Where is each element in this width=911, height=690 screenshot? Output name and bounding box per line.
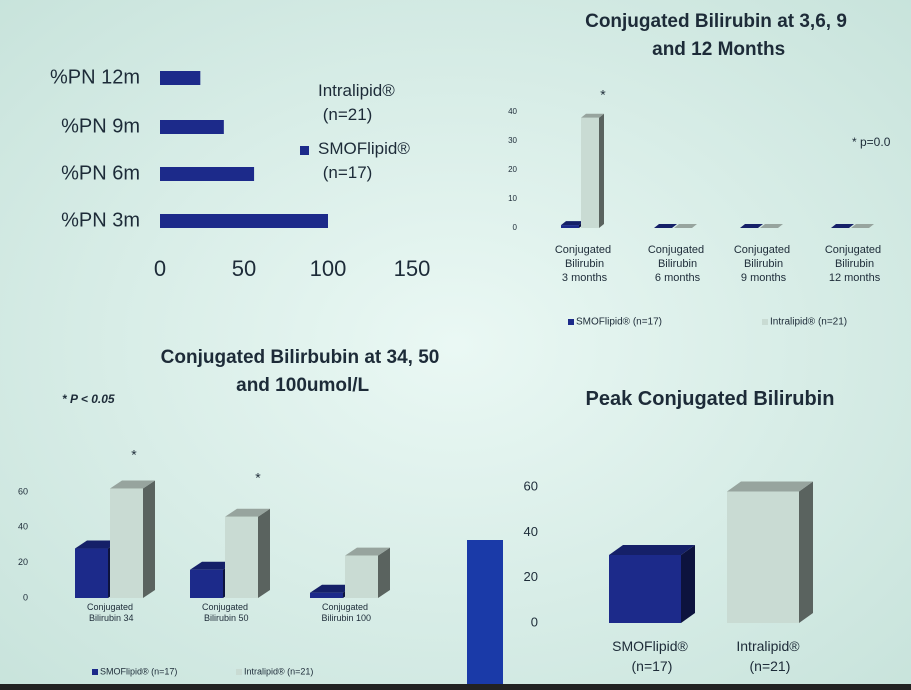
bar-side <box>258 508 270 598</box>
y-tick-label: 60 <box>524 478 538 493</box>
annotation: * p=0.0 <box>852 135 891 149</box>
y-tick-label: %PN 6m <box>61 162 140 184</box>
y-tick-label: %PN 12m <box>50 66 140 88</box>
legend-label: Intralipid® (n=21) <box>318 81 395 124</box>
y-tick-label: 20 <box>18 557 28 567</box>
legend-label: SMOFlipid® (n=17) <box>576 317 662 328</box>
bar <box>190 569 223 598</box>
x-tick-label: Conjugated Bilirubin 9 months <box>734 244 790 284</box>
bar-top <box>831 224 854 228</box>
bar <box>160 214 328 228</box>
legend-label: SMOFlipid® (n=17) <box>318 139 410 182</box>
bar-top <box>345 547 390 556</box>
y-tick-label: 0 <box>513 223 518 232</box>
y-tick-label: %PN 9m <box>61 115 140 137</box>
y-tick-label: 10 <box>508 194 517 203</box>
bar <box>310 592 343 598</box>
legend-marker <box>568 319 574 325</box>
bar-top <box>310 584 355 593</box>
y-tick-label: 0 <box>531 614 538 629</box>
y-tick-label: 0 <box>23 592 28 602</box>
x-tick-label: Conjugated Bilirubin 100 <box>319 602 371 623</box>
y-tick-label: 40 <box>18 522 28 532</box>
legend-label: SMOFlipid® (n=17) <box>100 666 177 676</box>
bar <box>609 555 681 623</box>
x-tick-label: 100 <box>310 256 347 281</box>
bar <box>160 120 224 134</box>
bar-top <box>581 113 604 118</box>
y-tick-label: 60 <box>18 486 28 496</box>
bar <box>581 117 599 228</box>
bar-top <box>851 224 874 228</box>
chart-title: Conjugated Bilirubin at 3,6, 9 and 12 Mo… <box>585 11 847 60</box>
bar-side <box>681 545 695 623</box>
bar-side <box>378 547 390 598</box>
bar-top <box>727 481 813 492</box>
bar-side <box>599 113 604 228</box>
bar-top <box>609 545 695 555</box>
decor-bar <box>467 540 503 690</box>
bar <box>561 225 579 228</box>
legend-label: Intralipid® (n=21) <box>244 666 313 676</box>
bar <box>75 548 108 598</box>
bar-top <box>674 224 697 228</box>
x-tick-label: Intralipid® (n=21) <box>736 638 800 674</box>
legend-marker <box>236 669 242 675</box>
legend-label: Intralipid® (n=21) <box>770 317 847 328</box>
bar <box>345 555 378 598</box>
annotation: * <box>131 447 137 463</box>
chart-title: Peak Conjugated Bilirubin <box>586 388 835 410</box>
bar <box>225 516 258 598</box>
x-tick-label: 0 <box>154 256 166 281</box>
annotation: * P < 0.05 <box>62 392 115 406</box>
bar-top <box>561 221 584 226</box>
bar <box>160 167 255 181</box>
legend-marker <box>762 319 768 325</box>
legend-marker <box>300 146 309 155</box>
x-tick-label: Conjugated Bilirubin 50 <box>201 602 248 623</box>
annotation: * <box>600 87 606 103</box>
y-tick-label: 30 <box>508 136 517 145</box>
bar-top <box>190 561 235 570</box>
bar-top <box>110 480 155 489</box>
bar <box>110 488 143 598</box>
bar-top <box>225 508 270 517</box>
bar <box>160 71 201 85</box>
screen-edge <box>0 684 911 690</box>
y-tick-label: 20 <box>508 165 517 174</box>
y-tick-label: 20 <box>524 569 538 584</box>
chart-title: Conjugated Bilirbubin at 34, 50 and 100u… <box>161 347 440 396</box>
y-tick-label: 40 <box>508 107 517 116</box>
y-tick-label: 40 <box>524 524 538 539</box>
bar-side <box>143 480 155 598</box>
x-tick-label: Conjugated Bilirubin 6 months <box>648 244 704 284</box>
x-tick-label: 150 <box>394 256 431 281</box>
bar-top <box>75 540 120 549</box>
y-tick-label: %PN 3m <box>61 209 140 231</box>
x-tick-label: Conjugated Bilirubin 3 months <box>555 244 611 284</box>
x-tick-label: SMOFlipid® (n=17) <box>612 638 688 674</box>
bar <box>727 491 799 623</box>
annotation: * <box>255 470 261 486</box>
legend-marker <box>92 669 98 675</box>
bar-top <box>740 224 763 228</box>
x-tick-label: Conjugated Bilirubin 34 <box>86 602 133 623</box>
bar-top <box>654 224 677 228</box>
x-tick-label: 50 <box>232 256 256 281</box>
bar-side <box>799 481 813 623</box>
x-tick-label: Conjugated Bilirubin 12 months <box>825 244 881 284</box>
bar-top <box>760 224 783 228</box>
